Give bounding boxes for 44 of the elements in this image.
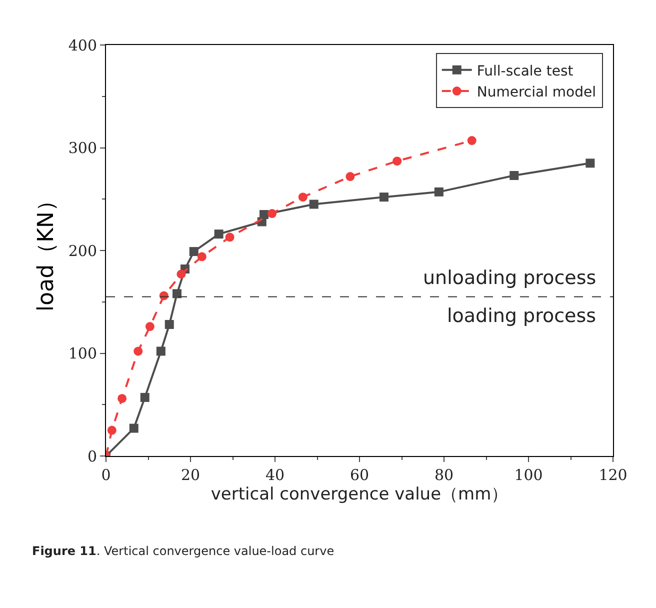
point: [129, 424, 138, 433]
y-tick-label: 300: [68, 139, 97, 157]
point: [268, 209, 277, 218]
x-axis-title: vertical convergence value（mm）: [210, 484, 508, 504]
point: [510, 170, 519, 180]
point: [467, 136, 476, 146]
point: [164, 320, 174, 329]
point: [140, 392, 150, 402]
point: [586, 158, 595, 168]
point: [380, 192, 388, 202]
point: [434, 187, 444, 196]
point: [346, 172, 355, 182]
point: [134, 346, 143, 356]
x-tick-label: 40: [265, 466, 285, 484]
point: [214, 230, 224, 239]
point: [189, 247, 198, 256]
legend-label: Numercial model: [476, 84, 596, 100]
x-tick-label: 120: [598, 466, 628, 484]
x-tick-label: 0: [101, 466, 111, 484]
y-tick-label: 0: [87, 447, 97, 466]
point: [225, 232, 234, 242]
point: [176, 270, 186, 279]
point: [298, 192, 308, 202]
point: [392, 156, 402, 166]
y-tick-label: 100: [68, 344, 97, 362]
x-tick-label: 20: [180, 466, 200, 484]
y-tick-label: 200: [68, 242, 97, 260]
caption: Figure 11. Vertical convergence value-load curve: [32, 544, 334, 558]
annotation: unloading process: [423, 267, 596, 289]
point: [118, 394, 127, 403]
y-axis-title: load（KN）: [34, 190, 60, 312]
point: [172, 289, 182, 298]
x-tick-label: 80: [434, 466, 454, 484]
point: [197, 252, 206, 262]
point: [309, 200, 318, 209]
point: [260, 210, 269, 220]
annotation: loading process: [447, 305, 596, 327]
x-tick-label: 100: [514, 466, 543, 484]
legend-label: Full-scale test: [476, 63, 574, 80]
y-tick-label: 400: [68, 36, 97, 54]
x-tick-label: 60: [350, 466, 370, 484]
point: [145, 322, 154, 332]
point: [107, 426, 116, 435]
point: [156, 346, 166, 356]
